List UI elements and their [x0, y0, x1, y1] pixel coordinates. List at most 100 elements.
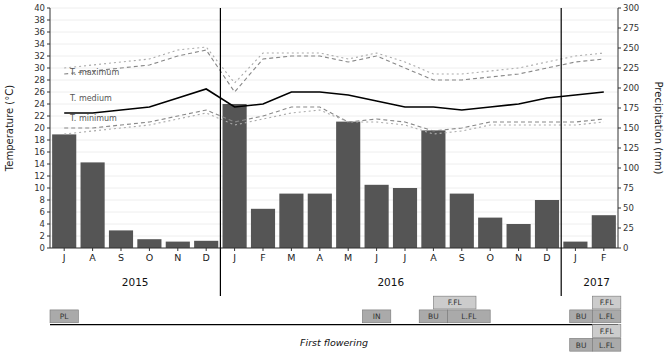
grid-line	[50, 44, 618, 45]
x-tick-label: N	[174, 252, 181, 263]
grid-line	[50, 140, 618, 141]
grid-line	[50, 128, 618, 129]
x-tick	[547, 248, 548, 251]
x-tick	[405, 248, 406, 251]
y-tick-label: 12	[34, 171, 45, 181]
x-tick-label: J	[573, 252, 577, 263]
precip-bar	[365, 185, 389, 248]
y-tick-label: 26	[34, 87, 45, 97]
x-tick	[121, 248, 122, 251]
phenology-box-label: F.FL	[600, 327, 615, 336]
x-tick-label: J	[232, 252, 236, 263]
line-annotation: T. medium	[69, 94, 112, 103]
x-tick	[575, 248, 576, 251]
temperature-line	[64, 107, 604, 131]
grid-line	[50, 56, 618, 57]
y-tick	[47, 80, 50, 81]
y2-tick-label: 100	[623, 163, 639, 173]
precip-bar	[223, 104, 247, 248]
y-tick-label: 14	[34, 159, 45, 169]
y2-tick-label: 250	[623, 43, 639, 53]
grid-line	[50, 152, 618, 153]
x-tick	[490, 248, 491, 251]
phenology-box-label: F.FL	[448, 298, 463, 307]
y-tick	[47, 8, 50, 9]
precip-bar	[137, 239, 161, 248]
y2-tick	[618, 108, 621, 109]
x-tick-label: A	[317, 252, 324, 263]
y2-tick	[618, 48, 621, 49]
x-tick-label: S	[459, 252, 465, 263]
y-tick-label: 8	[40, 195, 45, 205]
y2-tick-label: 225	[623, 63, 639, 73]
temperature-line	[64, 89, 604, 113]
y-tick	[47, 104, 50, 105]
grid-line	[50, 236, 618, 237]
x-tick	[433, 248, 434, 251]
x-tick	[234, 248, 235, 251]
x-tick	[64, 248, 65, 251]
y2-tick-label: 50	[623, 203, 634, 213]
y-tick	[47, 68, 50, 69]
phenology-box-label: L.FL	[461, 312, 477, 321]
y2-tick-label: 300	[623, 3, 639, 13]
y-tick	[47, 92, 50, 93]
y2-tick	[618, 148, 621, 149]
phenology-box	[592, 296, 620, 309]
y-tick-label: 2	[40, 231, 45, 241]
phenology-box-label: BU	[576, 341, 587, 350]
y2-tick-label: 0	[623, 243, 628, 253]
y2-tick-label: 150	[623, 123, 639, 133]
precip-bar	[52, 134, 76, 248]
y2-tick	[618, 88, 621, 89]
x-tick-label: J	[374, 252, 378, 263]
precip-bar	[81, 162, 105, 248]
precip-bar	[507, 224, 531, 248]
grid	[50, 8, 618, 248]
x-tick-label: N	[515, 252, 522, 263]
x-tick-label: M	[287, 252, 295, 263]
precip-bar	[478, 218, 502, 248]
phenology-box	[448, 310, 491, 323]
x-tick-label: M	[344, 252, 352, 263]
line-annotation: T. minimum	[69, 114, 117, 123]
y-tick-label: 24	[34, 99, 45, 109]
precip-bar	[450, 194, 474, 248]
y2-tick	[618, 68, 621, 69]
y2-axis-label: Precipitation (mm)	[653, 82, 664, 175]
year-label: 2016	[377, 276, 404, 288]
year-label: 2015	[122, 276, 149, 288]
grid-line	[50, 32, 618, 33]
chart: 0246810121416182022242628303234363840025…	[0, 0, 666, 357]
x-tick-label: A	[89, 252, 96, 263]
x-tick	[92, 248, 93, 251]
y2-tick	[618, 208, 621, 209]
grid-line	[50, 92, 618, 93]
y-tick	[47, 212, 50, 213]
grid-line	[50, 188, 618, 189]
precip-bar	[251, 209, 275, 248]
phenology-divider	[50, 324, 618, 325]
y-tick-label: 32	[34, 51, 45, 61]
grid-line	[50, 164, 618, 165]
grid-line	[50, 212, 618, 213]
precip-bar	[279, 194, 303, 248]
x-tick-label: O	[486, 252, 493, 263]
temperature-line	[64, 47, 604, 83]
y-tick	[47, 176, 50, 177]
phenology-box-label: IN	[373, 312, 381, 321]
grid-line	[50, 200, 618, 201]
y-tick	[47, 116, 50, 117]
y2-tick	[618, 228, 621, 229]
y-tick-label: 0	[40, 243, 45, 253]
grid-line	[50, 68, 618, 69]
phenology-box	[419, 310, 447, 323]
precip-bar	[563, 242, 587, 248]
plot-area	[52, 47, 616, 248]
x-tick-label: A	[430, 252, 437, 263]
y-tick-label: 4	[40, 219, 45, 229]
phenology-box-label: PL	[60, 312, 70, 321]
x-tick	[291, 248, 292, 251]
y-tick-label: 20	[34, 123, 45, 133]
period-divider	[561, 8, 562, 296]
